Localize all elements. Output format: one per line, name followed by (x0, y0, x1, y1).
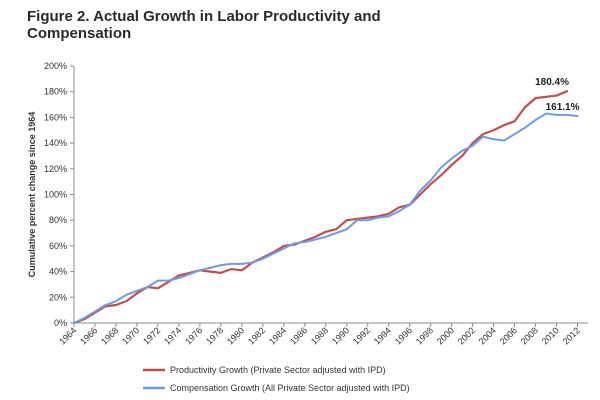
x-tick-label: 1988 (309, 325, 330, 346)
y-tick-label: 160% (44, 112, 67, 122)
y-tick-label: 20% (49, 292, 67, 302)
chart-title: Figure 2. Actual Growth in Labor Product… (27, 8, 427, 42)
y-tick-label: 100% (44, 190, 67, 200)
x-tick-label: 1992 (351, 325, 372, 346)
y-axis-title: Cumulative percent change since 1964 (27, 112, 37, 278)
x-tick-label: 1974 (162, 325, 183, 346)
legend: Productivity Growth (Private Sector adju… (143, 365, 410, 393)
chart-title-line-1: Figure 2. Actual Growth in Labor Product… (27, 8, 381, 25)
x-tick-label: 1976 (183, 325, 204, 346)
x-tick-label: 1984 (267, 325, 288, 346)
chart-title-line-2: Compensation (27, 25, 132, 42)
y-tick-label: 60% (49, 241, 67, 251)
y-tick-label: 0% (54, 318, 67, 328)
productivity-end-label: 180.4% (535, 77, 569, 88)
y-tick-label: 200% (44, 61, 67, 71)
compensation-series-line (73, 112, 579, 324)
x-tick-label: 1990 (330, 325, 351, 346)
x-tick-label: 1982 (246, 325, 267, 346)
x-tick-label: 2000 (435, 325, 456, 346)
x-tick-label: 1972 (141, 325, 162, 346)
x-tick-label: 2010 (540, 325, 561, 346)
x-tick-label: 1986 (288, 325, 309, 346)
x-tick-label: 1968 (99, 325, 120, 346)
x-tick-label: 1964 (57, 325, 78, 346)
x-tick-label: 1980 (225, 325, 246, 346)
y-tick-label: 120% (44, 164, 67, 174)
x-tick-label: 1970 (120, 325, 141, 346)
x-tick-label: 2002 (456, 325, 477, 346)
y-tick-label: 180% (44, 87, 67, 97)
y-tick-label: 80% (49, 215, 67, 225)
legend-productivity-label: Productivity Growth (Private Sector adju… (170, 365, 386, 375)
productivity-series-line (72, 90, 569, 325)
x-tick-label: 1998 (414, 325, 435, 346)
y-tick-label: 40% (49, 267, 67, 277)
x-tick-label: 2004 (477, 325, 498, 346)
x-tick-label: 2006 (498, 325, 519, 346)
y-tick-label: 140% (44, 138, 67, 148)
x-tick-label: 1996 (393, 325, 414, 346)
legend-compensation-label: Compensation Growth (All Private Sector … (170, 383, 410, 393)
x-tick-label: 1966 (78, 325, 99, 346)
x-tick-label: 1978 (204, 325, 225, 346)
axes (70, 65, 588, 327)
compensation-end-label: 161.1% (546, 102, 580, 113)
x-tick-label: 2012 (561, 325, 582, 346)
series-group (72, 90, 579, 325)
x-tick-label: 1994 (372, 325, 393, 346)
x-tick-label: 2008 (519, 325, 540, 346)
